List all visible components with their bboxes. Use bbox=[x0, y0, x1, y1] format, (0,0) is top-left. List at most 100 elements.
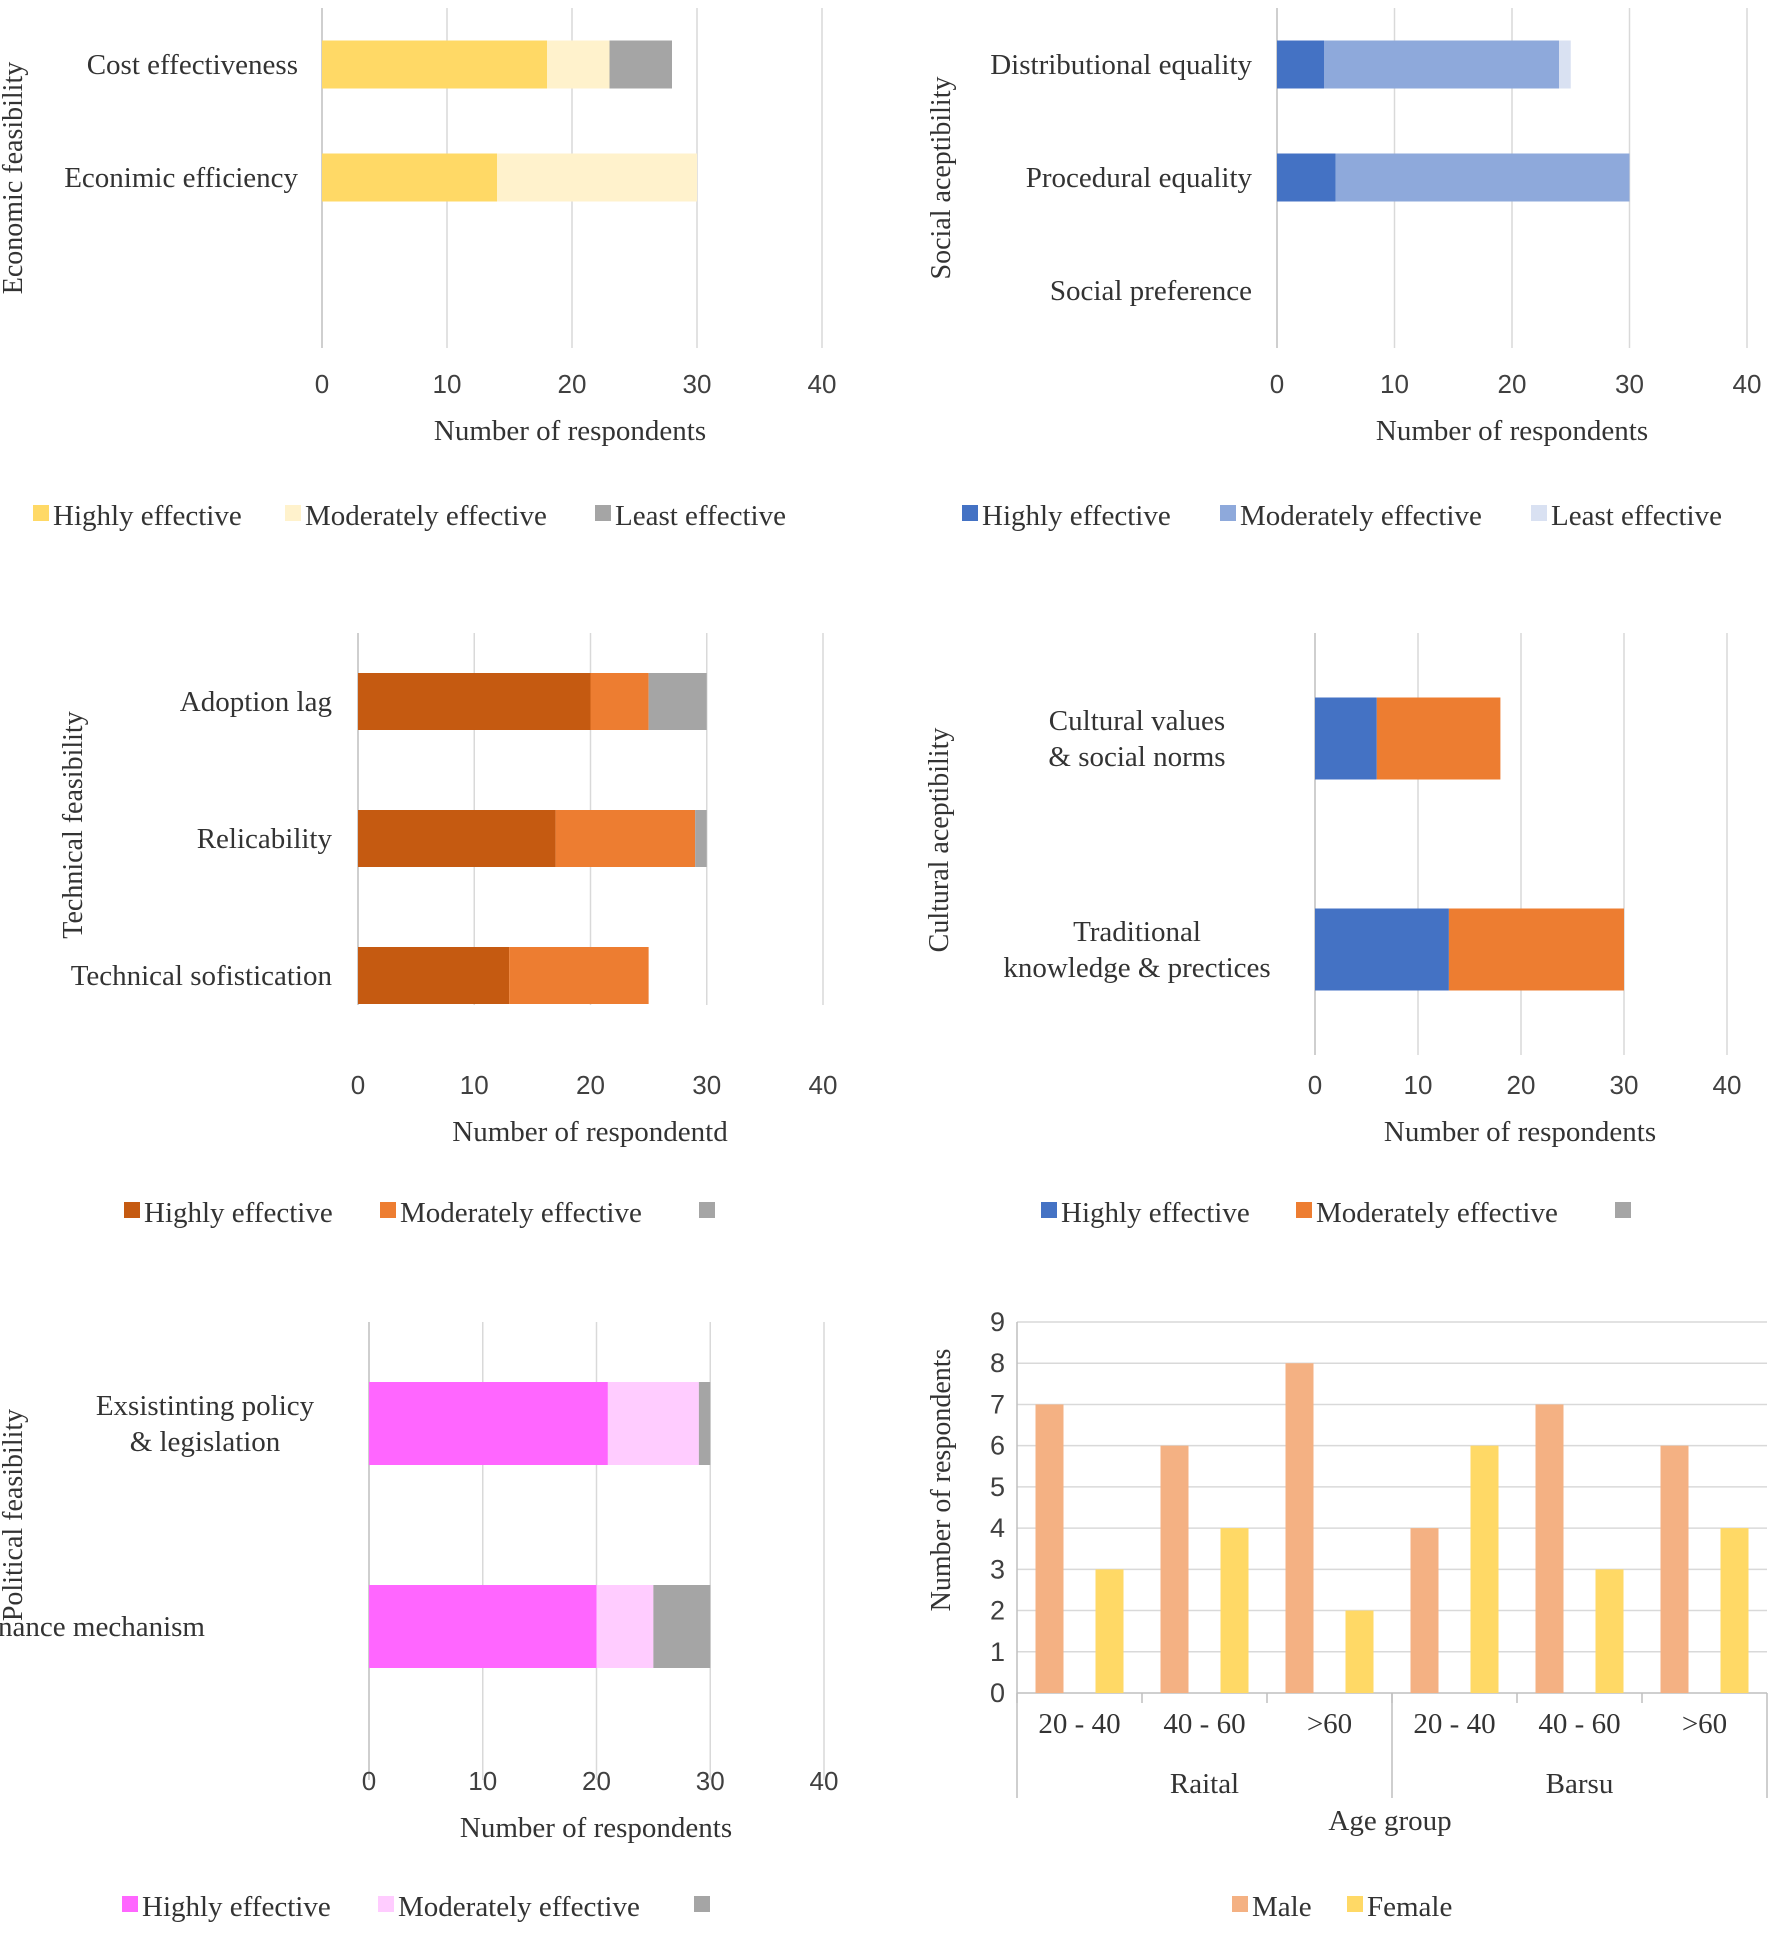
bar-segment bbox=[1315, 908, 1449, 991]
category-label: Adoption lag bbox=[180, 686, 332, 718]
x-axis-title: Age group bbox=[1328, 1805, 1451, 1837]
category-label: Technical sofistication bbox=[71, 960, 333, 992]
category-label: Social preference bbox=[1050, 275, 1252, 307]
bar-segment bbox=[358, 673, 591, 730]
x-tick-label: 20 bbox=[1498, 369, 1527, 399]
category-label: Relicability bbox=[197, 823, 333, 855]
legend-label: Highly effective bbox=[982, 500, 1171, 532]
legend-swatch bbox=[1296, 1202, 1312, 1218]
y-axis-title: Number of respondents bbox=[926, 1349, 957, 1612]
bar-segment bbox=[555, 810, 696, 867]
bar-segment bbox=[358, 810, 556, 867]
legend-label: Female bbox=[1367, 1891, 1452, 1923]
category-label: Distributional equality bbox=[990, 49, 1252, 81]
bar-segment bbox=[1335, 153, 1630, 202]
category-label: Governance mechanism bbox=[0, 1611, 205, 1643]
legend-label: Moderately effective bbox=[400, 1197, 642, 1229]
category-label: Exsistinting policy & legislation bbox=[96, 1390, 315, 1458]
legend-label: Moderately effective bbox=[1240, 500, 1482, 532]
x-tick-label: 10 bbox=[468, 1766, 497, 1796]
x-tick-label: 20 bbox=[576, 1070, 605, 1100]
legend-swatch bbox=[124, 1202, 140, 1218]
legend-label: Highly effective bbox=[1061, 1197, 1250, 1229]
bar bbox=[1720, 1528, 1749, 1693]
x-tick-label: 10 bbox=[433, 369, 462, 399]
bar-segment bbox=[695, 810, 707, 867]
category-label: 40 - 60 bbox=[1538, 1708, 1620, 1740]
legend-label: Least effective bbox=[1551, 500, 1722, 532]
bar-segment bbox=[648, 673, 707, 730]
x-axis-title: Number of respondents bbox=[434, 415, 706, 447]
x-tick-label: 40 bbox=[808, 369, 837, 399]
y-axis-title: Economic feasibility bbox=[0, 62, 29, 295]
legend-swatch bbox=[1041, 1202, 1057, 1218]
chart-panel-2: 0 10 20 30 40 Adoption lag Relicability Technic… bbox=[58, 633, 837, 1229]
category-label: 20 - 40 bbox=[1413, 1708, 1495, 1740]
legend-swatch bbox=[1347, 1896, 1363, 1912]
bar-segment bbox=[369, 1382, 608, 1465]
category-label: Cost effectiveness bbox=[87, 49, 298, 81]
y-tick-label: 7 bbox=[990, 1389, 1005, 1419]
category-label: Procedural equality bbox=[1026, 162, 1253, 194]
y-axis-title: Political feasibility bbox=[0, 1409, 29, 1621]
category-label: Econimic efficiency bbox=[64, 162, 298, 194]
chart-panel-5: 0 1 2 3 4 5 6 7 8 9 20 - 40 40 - 60 >60 20 - 40 40 - 6… bbox=[926, 1307, 1768, 1923]
category-label: Cultural values & social norms bbox=[1048, 705, 1225, 773]
legend-swatch bbox=[122, 1896, 138, 1912]
bar-segment bbox=[698, 1382, 711, 1465]
category-label: Traditional knowledge & prectices bbox=[1003, 916, 1270, 984]
bar-segment bbox=[609, 40, 672, 89]
x-axis-title: Number of respondents bbox=[460, 1812, 732, 1844]
y-tick-label: 1 bbox=[990, 1637, 1005, 1667]
bar-segment bbox=[653, 1585, 711, 1668]
bar-segment bbox=[1277, 153, 1336, 202]
legend-swatch bbox=[1232, 1896, 1248, 1912]
y-tick-label: 0 bbox=[990, 1678, 1005, 1708]
y-tick-label: 3 bbox=[990, 1554, 1005, 1584]
bar-segment bbox=[497, 153, 697, 202]
bar bbox=[1095, 1569, 1124, 1693]
x-tick-label: 10 bbox=[1380, 369, 1409, 399]
bar bbox=[1285, 1363, 1314, 1693]
bar-segment bbox=[369, 1585, 597, 1668]
bar bbox=[1345, 1610, 1374, 1693]
bar bbox=[1410, 1528, 1439, 1693]
x-tick-label: 30 bbox=[1615, 369, 1644, 399]
x-tick-label: 20 bbox=[1507, 1070, 1536, 1100]
legend-label: Highly effective bbox=[142, 1891, 331, 1923]
y-tick-label: 2 bbox=[990, 1596, 1005, 1626]
y-tick-label: 5 bbox=[990, 1472, 1005, 1502]
category-label: >60 bbox=[1682, 1708, 1727, 1740]
legend-swatch bbox=[699, 1202, 715, 1218]
x-tick-label: 0 bbox=[315, 369, 329, 399]
y-tick-label: 4 bbox=[990, 1513, 1005, 1543]
category-label: 40 - 60 bbox=[1163, 1708, 1245, 1740]
bar-segment bbox=[1448, 908, 1624, 991]
x-tick-label: 40 bbox=[809, 1070, 838, 1100]
bar bbox=[1595, 1569, 1624, 1693]
legend-swatch bbox=[962, 505, 978, 521]
legend-label: Highly effective bbox=[53, 500, 242, 532]
legend-label: Least effective bbox=[615, 500, 786, 532]
y-tick-label: 6 bbox=[990, 1431, 1005, 1461]
x-tick-label: 0 bbox=[1308, 1070, 1322, 1100]
y-tick-label: 8 bbox=[990, 1348, 1005, 1378]
bar-segment bbox=[590, 673, 649, 730]
bar-segment bbox=[1559, 40, 1571, 89]
x-tick-label: 40 bbox=[1733, 369, 1762, 399]
legend-swatch bbox=[595, 505, 611, 521]
x-tick-label: 0 bbox=[351, 1070, 365, 1100]
bar bbox=[1470, 1445, 1499, 1693]
bar-segment bbox=[547, 40, 610, 89]
chart-panel-0: 0 10 20 30 40 Cost effectiveness Econimic effi… bbox=[0, 8, 836, 532]
x-tick-label: 0 bbox=[362, 1766, 376, 1796]
legend-swatch bbox=[1220, 505, 1236, 521]
bar bbox=[1160, 1445, 1189, 1693]
legend-swatch bbox=[33, 505, 49, 521]
bar-segment bbox=[1315, 697, 1377, 780]
legend-label: Highly effective bbox=[144, 1197, 333, 1229]
bar-segment bbox=[1277, 40, 1324, 89]
y-axis-title: Cultural aceptibility bbox=[924, 728, 955, 953]
x-tick-label: 40 bbox=[1713, 1070, 1742, 1100]
bar-segment bbox=[1376, 697, 1501, 780]
